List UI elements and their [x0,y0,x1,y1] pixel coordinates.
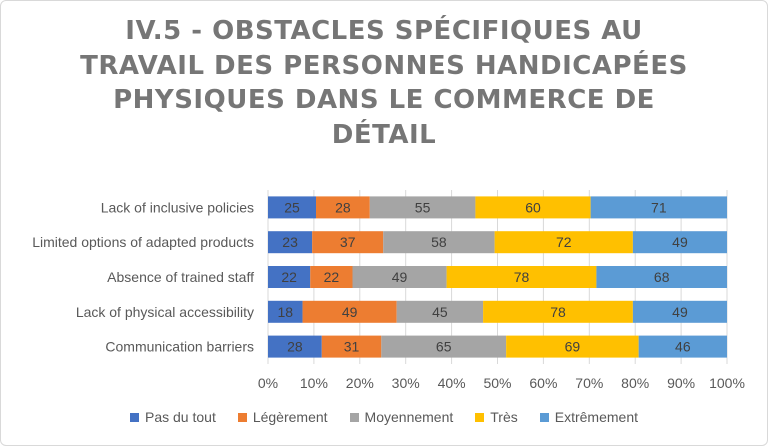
legend-swatch [349,412,359,422]
data-label: 46 [675,339,691,355]
legend-item: Pas du tout [130,409,216,425]
bar-segment [383,231,495,254]
x-tick-label: 40% [438,375,466,391]
legend-label: Extrêmement [554,409,638,425]
x-tick-label: 100% [709,375,745,391]
legend-label: Légèrement [252,409,328,425]
category-label: Lack of physical accessibility [76,304,254,320]
bar-segment [268,300,303,323]
legend: Pas du tout Légèrement Moyennement Très Extr… [0,409,768,425]
bar-segment [381,335,507,358]
bar-segment [352,266,447,288]
data-label: 22 [324,269,340,285]
legend-item: Moyennement [349,409,454,425]
bar-segment [475,196,591,219]
bar-segment [632,231,727,254]
legend-item: Légèrement [237,409,328,425]
data-label: 78 [514,269,530,285]
x-tick-label: 10% [300,375,328,391]
bar-segment [321,335,382,358]
bar-segment [638,335,727,358]
title-line-1: IV.5 - OBSTACLES SPÉCIFIQUES AU [125,16,643,46]
bar-segment [316,196,370,219]
data-label: 25 [284,199,300,215]
bar-segment [590,196,727,219]
data-label: 72 [556,234,572,250]
x-tick-label: 80% [621,375,649,391]
category-label: Limited options of adapted products [32,234,254,250]
title-line-4: DÉTAIL [331,119,437,150]
bar-segment [396,300,484,323]
bar-segment [268,335,322,358]
data-label: 71 [651,199,667,215]
data-label: 37 [340,234,356,250]
data-label: 31 [344,339,360,355]
bar-segment [268,266,311,288]
legend-swatch [237,412,247,422]
data-label: 22 [281,269,297,285]
legend-label: Pas du tout [145,409,216,425]
data-label: 65 [436,339,452,355]
x-tick-label: 0% [258,375,278,391]
chart-title: IV.5 - OBSTACLES SPÉCIFIQUES AU TRAVAIL … [60,14,708,152]
data-label: 23 [282,234,298,250]
data-label: 58 [431,234,447,250]
x-tick-label: 60% [529,375,557,391]
title-line-3: PHYSIQUES DANS LE COMMERCE DE [113,85,655,115]
data-label: 78 [550,304,566,320]
data-label: 49 [342,304,358,320]
data-label: 18 [277,304,293,320]
bar-segment [483,300,633,323]
legend-item: Très [475,409,518,425]
x-tick-label: 70% [575,375,603,391]
bar-segment [302,300,397,323]
bar-segment [632,300,727,323]
data-label: 69 [565,339,581,355]
x-tick-label: 20% [346,375,374,391]
x-tick-label: 50% [483,375,511,391]
bar-segment [310,266,353,288]
data-label: 68 [654,269,670,285]
title-line-2: TRAVAIL DES PERSONNES HANDICAPÉES [80,50,688,81]
bar-segment [268,196,317,219]
bar-segment [494,231,633,254]
data-label: 49 [672,234,688,250]
legend-label: Très [490,409,518,425]
data-label: 49 [392,269,408,285]
data-label: 28 [335,199,351,215]
legend-label: Moyennement [364,409,454,425]
bar-segment [596,266,727,288]
legend-swatch [539,412,549,422]
data-label: 45 [432,304,448,320]
bar-segment [446,266,597,288]
data-label: 49 [672,304,688,320]
bar-segment [506,335,639,358]
x-tick-label: 30% [392,375,420,391]
data-label: 55 [415,199,431,215]
legend-swatch [475,412,485,422]
data-label: 28 [287,339,303,355]
category-label: Lack of inclusive policies [101,199,254,215]
bar-segment [312,231,384,254]
legend-item: Extrêmement [539,409,638,425]
data-label: 60 [525,199,541,215]
legend-swatch [130,412,139,422]
x-tick-label: 90% [667,375,695,391]
bar-segment [268,231,313,254]
category-label: Absence of trained staff [107,269,254,285]
bar-segment [369,196,476,219]
category-label: Communication barriers [105,339,254,355]
